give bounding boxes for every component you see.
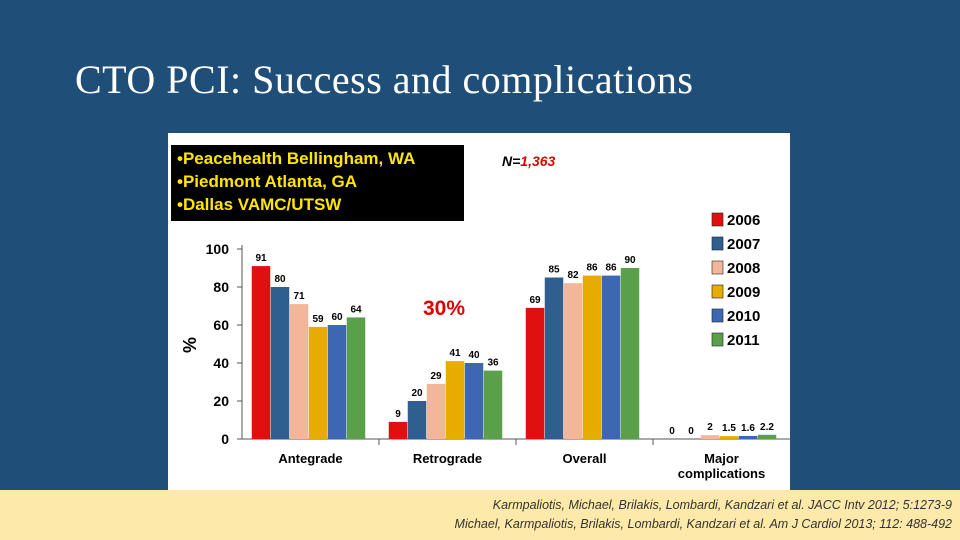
bar bbox=[464, 363, 484, 439]
data-label: 36 bbox=[487, 358, 499, 369]
annotation-label: 30% bbox=[423, 297, 465, 320]
data-label: 90 bbox=[624, 255, 636, 266]
legend-swatch bbox=[711, 260, 724, 275]
sample-size-value: 1,363 bbox=[520, 153, 556, 169]
y-tick-label: 80 bbox=[213, 279, 229, 295]
bar bbox=[738, 435, 758, 439]
data-label: 80 bbox=[274, 274, 286, 285]
citation-bar: Karmpaliotis, Michael, Brilakis, Lombard… bbox=[0, 490, 960, 540]
data-label: 0 bbox=[688, 426, 694, 437]
x-category-label: Antegrade bbox=[278, 451, 342, 466]
y-tick-label: 0 bbox=[221, 431, 229, 447]
x-category-label: Major complications bbox=[678, 451, 765, 481]
bar bbox=[308, 326, 328, 439]
bar bbox=[601, 275, 621, 439]
x-category-label: Retrograde bbox=[413, 451, 482, 466]
data-label: 1.5 bbox=[722, 423, 736, 434]
bar bbox=[620, 268, 640, 439]
bar bbox=[719, 436, 739, 439]
sites-box: •Peacehealth Bellingham, WA •Piedmont At… bbox=[171, 145, 464, 221]
data-label: 82 bbox=[567, 270, 579, 281]
data-label: 69 bbox=[529, 295, 541, 306]
bar bbox=[757, 434, 777, 439]
legend-label: 2010 bbox=[727, 308, 760, 325]
data-label: 59 bbox=[312, 314, 324, 325]
data-label: 71 bbox=[293, 291, 305, 302]
legend-label: 2006 bbox=[727, 212, 760, 229]
bar bbox=[407, 401, 427, 439]
data-label: 2.2 bbox=[760, 422, 774, 433]
legend-swatch bbox=[711, 332, 724, 347]
data-label: 64 bbox=[350, 304, 362, 315]
bar bbox=[700, 435, 720, 439]
bar bbox=[270, 287, 290, 439]
y-tick-label: 40 bbox=[213, 355, 229, 371]
citation-line: Karmpaliotis, Michael, Brilakis, Lombard… bbox=[492, 498, 952, 512]
data-label: 91 bbox=[255, 253, 267, 264]
site-line: •Dallas VAMC/UTSW bbox=[177, 195, 342, 214]
site-line: •Peacehealth Bellingham, WA bbox=[177, 149, 416, 168]
legend-swatch bbox=[711, 236, 724, 251]
legend-swatch bbox=[711, 308, 724, 323]
bar bbox=[483, 370, 503, 439]
bar bbox=[289, 304, 309, 439]
y-tick-label: 60 bbox=[213, 317, 229, 333]
bar bbox=[426, 383, 446, 439]
data-label: 29 bbox=[430, 371, 442, 382]
data-label: 1.6 bbox=[741, 423, 755, 434]
data-label: 86 bbox=[605, 263, 617, 274]
x-category-label-line: Major bbox=[704, 451, 739, 466]
data-label: 20 bbox=[411, 388, 423, 399]
y-tick-label: 100 bbox=[206, 241, 230, 257]
legend-label: 2009 bbox=[727, 284, 760, 301]
legend-swatch bbox=[711, 212, 724, 227]
bar bbox=[388, 421, 408, 439]
legend-label: 2007 bbox=[727, 236, 760, 253]
legend-label: 2008 bbox=[727, 260, 760, 277]
y-axis-label: % bbox=[180, 337, 200, 353]
data-label: 40 bbox=[468, 350, 480, 361]
data-label: 41 bbox=[449, 348, 461, 359]
bar bbox=[563, 283, 583, 439]
sample-size-label: N=1,363 bbox=[502, 153, 555, 169]
y-tick-label: 20 bbox=[213, 393, 229, 409]
data-label: 86 bbox=[586, 263, 598, 274]
bar bbox=[544, 277, 564, 439]
sample-size-prefix: N= bbox=[502, 153, 521, 169]
bar bbox=[582, 275, 602, 439]
bar bbox=[251, 266, 271, 439]
citation-line: Michael, Karmpaliotis, Brilakis, Lombard… bbox=[454, 517, 952, 531]
site-line: •Piedmont Atlanta, GA bbox=[177, 172, 358, 191]
data-label: 9 bbox=[395, 409, 401, 420]
legend-label: 2011 bbox=[727, 332, 760, 349]
bar bbox=[525, 307, 545, 439]
x-category-label-line: complications bbox=[678, 466, 765, 481]
slide-title: CTO PCI: Success and complications bbox=[75, 57, 694, 102]
bar bbox=[346, 317, 366, 439]
bar bbox=[327, 325, 347, 439]
bar bbox=[445, 361, 465, 439]
data-label: 2 bbox=[707, 422, 713, 433]
data-label: 60 bbox=[331, 312, 343, 323]
data-label: 0 bbox=[669, 426, 675, 437]
legend-swatch bbox=[711, 284, 724, 299]
data-label: 85 bbox=[548, 265, 560, 276]
x-category-label: Overall bbox=[562, 451, 606, 466]
